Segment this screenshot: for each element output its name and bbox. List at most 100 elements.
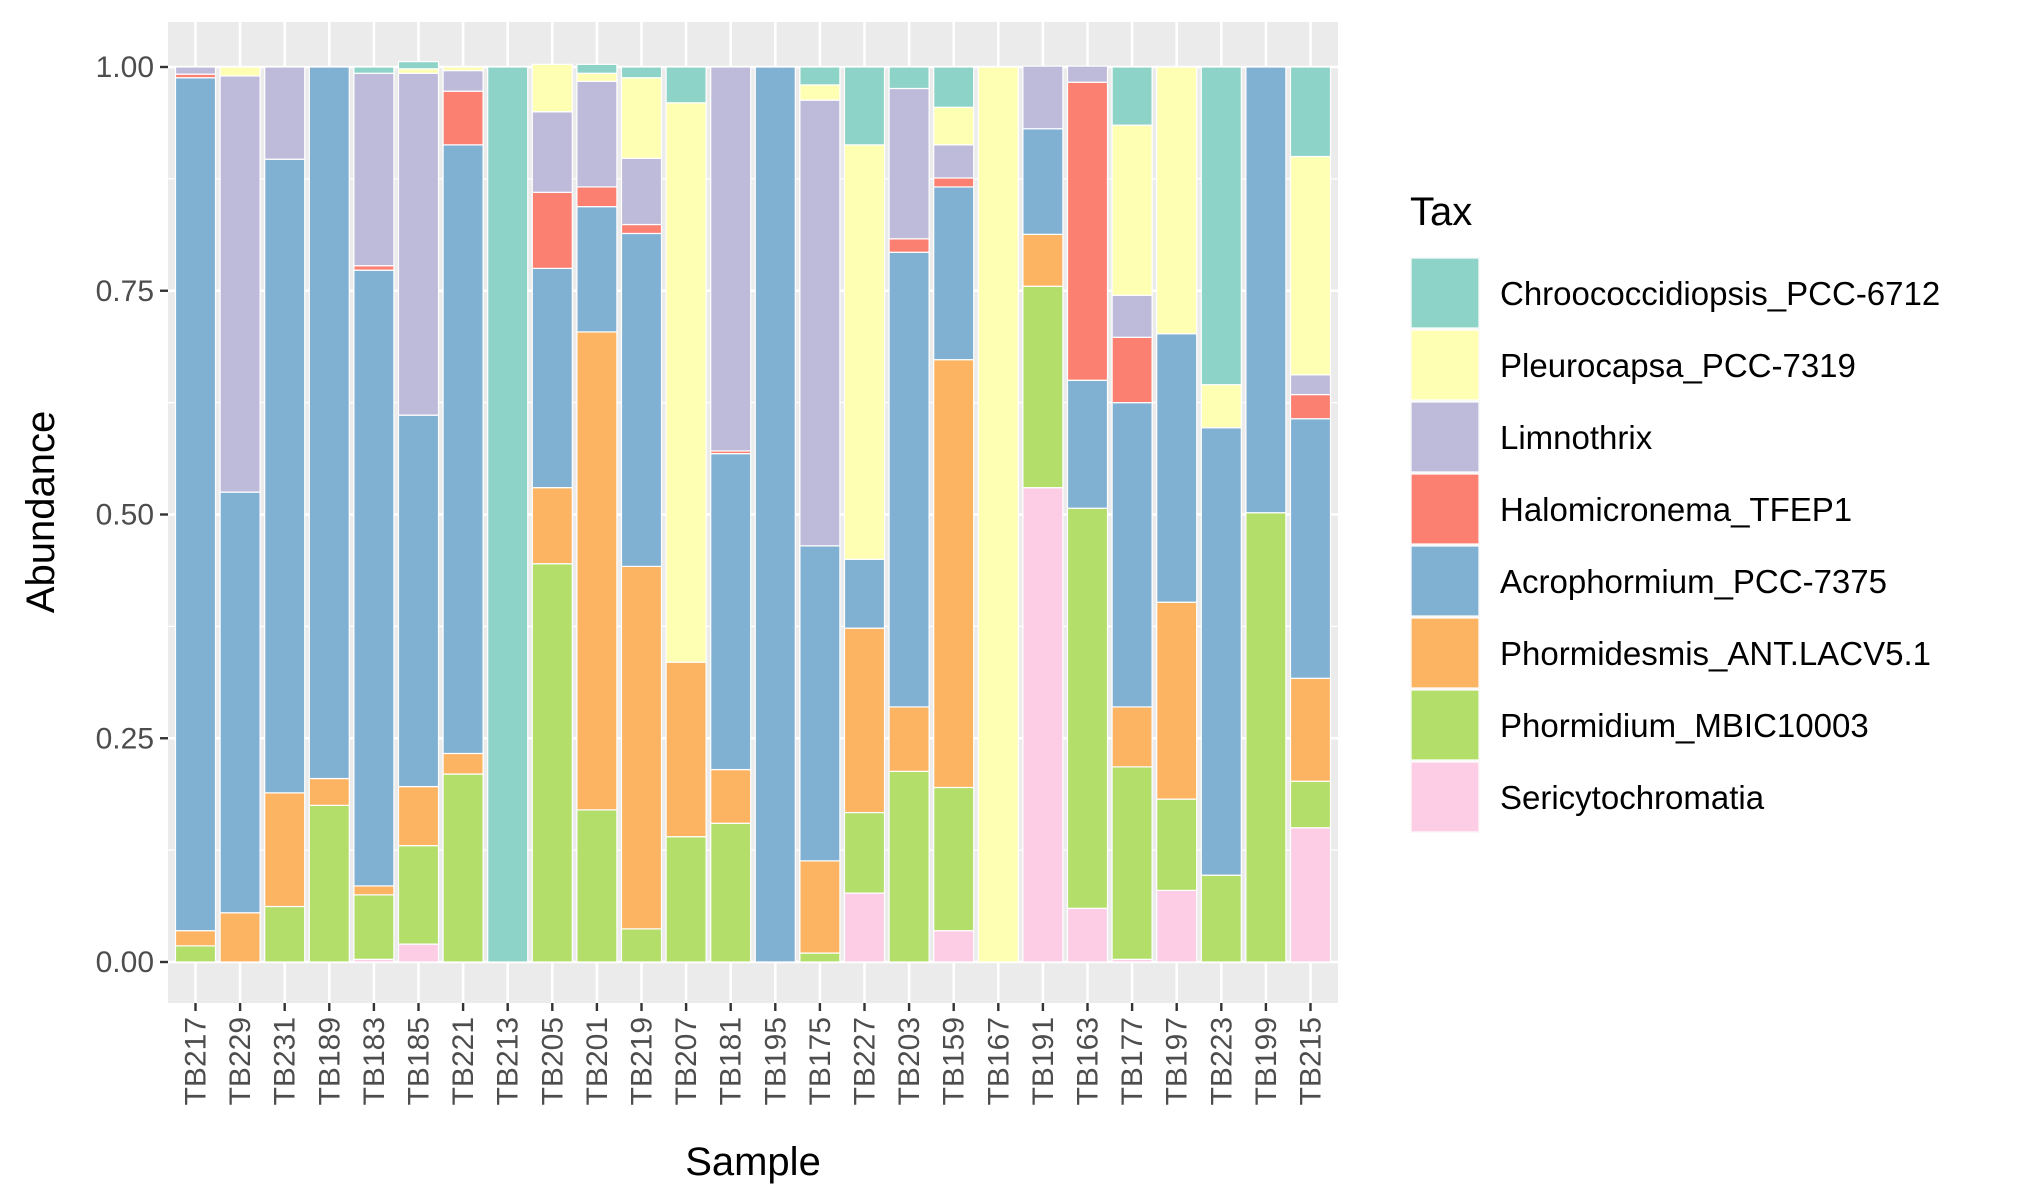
legend-title: Tax [1410,190,1472,234]
bar-segment [397,61,440,70]
bar-segment [933,186,975,361]
bar-segment [843,627,886,814]
bar-segment [933,786,975,932]
bar-segment [353,72,395,267]
x-tick-label: TB163 [1072,1017,1105,1105]
bar-segment [1245,66,1287,514]
legend-swatch [1410,617,1480,689]
legend-label: Pleurocapsa_PCC-7319 [1500,347,1856,384]
bar-segment [1200,427,1242,876]
bar-segment [174,945,217,963]
x-tick-label: TB191 [1027,1017,1060,1105]
bar-segment [1111,402,1153,708]
legend-label: Chroococcidiopsis_PCC-6712 [1500,275,1940,312]
bar-segment [442,752,484,775]
legend-swatch [1410,545,1480,617]
bar-segment [264,66,306,160]
bar-segment [1066,81,1109,381]
bar-segment [576,63,618,74]
x-tick-label: TB197 [1161,1017,1194,1105]
bar-segment [843,144,886,560]
bar-segment [665,102,707,663]
bar-segment [665,661,707,838]
legend-label: Halomicronema_TFEP1 [1500,491,1852,528]
bar-segment [843,66,886,146]
bar-segment [799,66,841,86]
bar-segment [1066,507,1109,909]
bar-segment [397,72,440,416]
x-tick-label: TB213 [492,1017,525,1105]
bar-segment [1289,827,1332,963]
bar-segment [888,66,930,90]
bar-segment [1022,285,1064,489]
bar-segment [843,811,886,894]
bar-segment [264,792,306,908]
bar-segment [620,157,663,226]
y-tick-label: 0.00 [96,946,154,979]
bar-segment [1022,65,1064,130]
bar-segment [397,943,440,963]
bar-segment [531,267,573,489]
x-tick-label: TB189 [313,1017,346,1105]
bar-segment [397,414,440,788]
legend-swatch [1410,257,1480,329]
bar-segment [843,558,886,629]
bar-segment [620,232,663,568]
bar-segment [933,359,975,789]
bar-segment [1200,384,1242,429]
bar-segment [1022,233,1064,287]
bar-segment [487,66,529,963]
bar-segment [754,66,796,963]
y-tick-label: 0.75 [96,275,154,308]
y-axis-title: Abundance [19,411,63,613]
bar-segment [888,251,930,708]
bar-segment [353,66,395,74]
bar-segment [264,158,306,794]
bar-segment [576,186,618,208]
bar-segment [888,238,930,253]
legend-label: Phormidesmis_ANT.LACV5.1 [1500,635,1931,672]
legend-swatch [1410,473,1480,545]
x-tick-label: TB185 [403,1017,436,1105]
y-axis: 0.00 0.25 0.50 0.75 1.00 [96,51,168,979]
x-tick-label: TB177 [1116,1017,1149,1105]
legend-swatch [1410,761,1480,833]
bar-segment [1066,65,1109,83]
bar-segment [1022,128,1064,235]
bar-segment [174,930,217,947]
x-tick-label: TB231 [269,1017,302,1105]
bar-segment [1111,336,1153,404]
x-tick-label: TB207 [670,1017,703,1105]
bar-segment [799,99,841,547]
bar-segment [933,66,975,108]
bar-segment [442,69,484,92]
x-axis-title: Sample [685,1140,821,1184]
bar-segment [308,66,350,780]
bar-stack-group [174,61,1332,963]
bar-segment [888,770,930,963]
x-tick-label: TB217 [180,1017,213,1105]
bar-segment [710,453,752,771]
bar-segment [799,84,841,101]
bar-segment [1111,124,1153,296]
bar-segment [576,206,618,333]
x-tick-label: TB159 [938,1017,971,1105]
bar-segment [531,563,573,963]
bar-segment [1066,907,1109,963]
bar-segment [1289,393,1332,420]
bar-segment [933,106,975,146]
bar-segment [442,66,484,72]
bar-segment [1111,294,1153,338]
x-axis: TB217 TB229 TB231 TB189 TB183 TB185 TB221 TB213… [180,1003,1328,1105]
bar-segment [1066,379,1109,509]
y-tick-label: 0.25 [96,722,154,755]
bar-segment [353,894,395,960]
bar-segment [219,491,261,914]
bar-segment [1200,874,1242,963]
bar-segment [665,66,707,104]
bar-segment [353,885,395,896]
bar-segment [1156,66,1198,335]
bar-segment [843,892,886,963]
bar-segment [620,223,663,235]
bar-segment [308,804,350,963]
